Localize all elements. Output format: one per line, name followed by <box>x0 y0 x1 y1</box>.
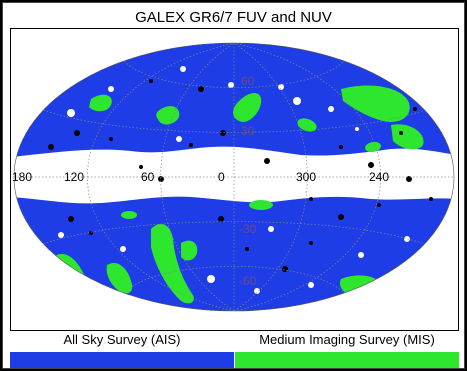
mis-patch <box>89 94 112 112</box>
other-field-dot <box>377 203 381 207</box>
legend-label-mis: Medium Imaging Survey (MIS) <box>259 332 435 347</box>
other-field-dot <box>218 216 224 222</box>
mis-patch <box>151 224 194 304</box>
other-field-dot <box>429 197 433 201</box>
other-field-dot <box>139 165 143 169</box>
coverage-gap <box>355 127 359 131</box>
mis-patch <box>297 118 317 132</box>
map-outline <box>13 42 455 312</box>
lon-label-60: 60 <box>141 170 155 184</box>
coverage-gap <box>228 82 234 88</box>
mis-patch <box>365 141 381 153</box>
figure-title: GALEX GR6/7 FUV and NUV <box>135 9 332 26</box>
other-field-dot <box>309 197 313 201</box>
other-field-dot <box>339 145 343 149</box>
coverage-gap <box>38 176 44 182</box>
parallel-line <box>43 109 425 133</box>
mis-patch <box>156 106 180 125</box>
other-field-dot <box>74 130 80 136</box>
mis-patch <box>181 240 198 261</box>
mis-patch <box>339 275 388 301</box>
other-field-dot <box>264 158 270 164</box>
lat-label-minus-60: -60 <box>239 274 257 288</box>
mis-patch <box>121 211 137 219</box>
other-field-dot <box>198 86 204 92</box>
lon-label-240: 240 <box>369 170 389 184</box>
legend-label-ais: All Sky Survey (AIS) <box>63 332 181 347</box>
parallel-line <box>123 60 345 89</box>
lat-label-minus-30: -30 <box>239 222 257 236</box>
coverage-gap <box>67 109 75 117</box>
coverage-gap <box>404 236 410 242</box>
legend-item-mis: Medium Imaging Survey (MIS) <box>235 330 459 368</box>
coverage-gap <box>358 252 364 258</box>
parallel-line <box>43 221 425 245</box>
lon-label-120: 120 <box>64 170 84 184</box>
mis-patch <box>341 85 410 123</box>
meridian-line <box>233 43 382 311</box>
meridian-line <box>86 43 235 311</box>
other-field-dot <box>282 266 288 272</box>
other-field-dot <box>189 143 193 147</box>
galactic-plane-gap <box>14 146 454 204</box>
other-field-dot <box>220 130 226 136</box>
legend-item-ais: All Sky Survey (AIS) <box>10 330 234 368</box>
other-field-dot <box>158 176 164 182</box>
coverage-gap <box>308 282 314 288</box>
other-field-dot <box>413 107 417 111</box>
parallel-line <box>123 265 345 294</box>
coverage-gap <box>176 136 182 142</box>
mis-patch <box>233 92 262 122</box>
other-field-dot <box>245 247 249 251</box>
other-field-dot <box>149 79 153 83</box>
coverage-gap <box>58 232 64 238</box>
coverage-gap <box>207 275 215 283</box>
other-field-dot <box>399 131 403 135</box>
other-field-dot <box>68 216 74 222</box>
other-field-dot <box>406 176 412 182</box>
sky-coverage-map: 180 120 60 0 300 240 60 30 -30 -60 <box>12 42 455 312</box>
coverage-gap <box>254 288 260 294</box>
coverage-gap <box>108 86 114 92</box>
coverage-gap <box>428 156 434 162</box>
graticule-grid <box>14 43 454 311</box>
lon-label-300: 300 <box>296 170 316 184</box>
coverage-gap <box>293 97 301 105</box>
other-field-dot <box>48 144 54 150</box>
other-field-dot <box>338 214 344 220</box>
sky-map-panel: 180 120 60 0 300 240 60 30 -30 -60 <box>10 28 459 331</box>
coordinate-labels: 180 120 60 0 300 240 60 30 -30 -60 <box>12 74 389 288</box>
lon-label-180: 180 <box>12 170 32 184</box>
meridian-line <box>160 43 235 311</box>
lon-label-0: 0 <box>218 170 225 184</box>
meridian-line <box>233 43 308 311</box>
coverage-gap <box>322 166 328 172</box>
coverage-gap <box>268 226 274 232</box>
other-field-dot <box>309 241 313 245</box>
lat-label-60: 60 <box>241 74 255 88</box>
legend: All Sky Survey (AIS) Medium Imaging Surv… <box>10 330 459 368</box>
mis-patch <box>391 124 424 150</box>
coverage-gap <box>278 84 284 90</box>
other-field-dot <box>109 137 113 141</box>
coverage-gap <box>328 106 334 112</box>
mis-patch <box>106 262 133 294</box>
legend-swatch-mis <box>235 352 459 368</box>
other-field-dot <box>368 162 374 168</box>
coverage-gap <box>180 66 186 72</box>
legend-swatch-ais <box>10 352 234 368</box>
coverage-gap <box>120 246 126 252</box>
mis-patch <box>249 200 273 210</box>
lat-label-30: 30 <box>241 124 255 138</box>
